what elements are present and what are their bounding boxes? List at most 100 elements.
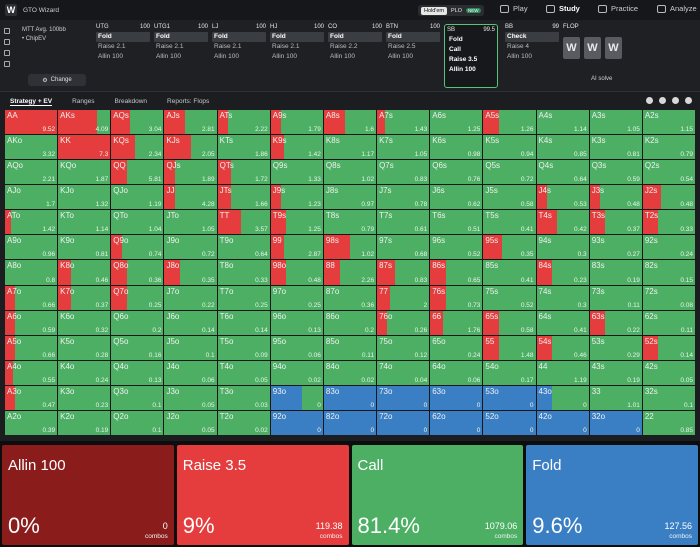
hand-cell[interactable]: T2s 0.33 (642, 210, 695, 235)
hand-cell[interactable]: T4s 0.42 (536, 210, 589, 235)
hand-cell[interactable]: K5s 0.94 (483, 135, 536, 160)
hand-cell[interactable]: 85o 0.11 (323, 335, 377, 360)
hand-cell[interactable]: 83s 0.19 (589, 260, 642, 285)
position-co[interactable]: CO 100 Fold Raise 2.2 Allin 100 (328, 24, 382, 88)
tab-reports-flops[interactable]: Reports: Flops (167, 98, 210, 105)
hand-cell[interactable]: K6s 0.98 (430, 135, 483, 160)
summary-allin[interactable]: Allin 100 0% 0 combos (2, 445, 174, 545)
ai-solve-button[interactable]: AI solve (591, 76, 612, 82)
action-option[interactable]: Allin 100 (214, 53, 239, 60)
hand-cell[interactable]: 99 2.87 (270, 235, 323, 260)
hand-cell[interactable]: JTo 1.05 (164, 210, 217, 235)
hand-cell[interactable]: 62o 0 (430, 410, 483, 435)
hand-cell[interactable]: K8s 1.17 (323, 135, 377, 160)
action-option[interactable]: Raise 3.5 (449, 56, 478, 63)
hand-cell[interactable]: K9o 0.81 (58, 235, 111, 260)
hand-cell[interactable]: 64s 0.41 (536, 310, 589, 335)
hand-cell[interactable]: 75s 0.52 (483, 285, 536, 310)
hand-cell[interactable]: Q5s 0.72 (483, 160, 536, 185)
hand-cell[interactable]: 74s 0.3 (536, 285, 589, 310)
hand-cell[interactable]: K4o 0.24 (58, 360, 111, 385)
logo[interactable]: W (5, 4, 17, 16)
action-option[interactable]: Allin 100 (330, 53, 355, 60)
tab-strategy-ev[interactable]: Strategy + EV (10, 97, 53, 106)
hand-cell[interactable]: A5o 0.66 (5, 335, 58, 360)
hand-cell[interactable]: 64o 0.06 (430, 360, 483, 385)
action-option[interactable]: Fold (270, 32, 324, 42)
action-option[interactable]: Allin 100 (449, 66, 476, 73)
hand-cell[interactable]: T7s 0.61 (377, 210, 430, 235)
action-option[interactable]: Raise 2.5 (388, 43, 416, 50)
hand-cell[interactable]: J7s 0.78 (377, 185, 430, 210)
hand-cell[interactable]: J5o 0.1 (164, 335, 217, 360)
hand-cell[interactable]: 72o 0 (377, 410, 430, 435)
hand-cell[interactable]: A9o 0.96 (5, 235, 58, 260)
hand-cell[interactable]: 97s 0.68 (377, 235, 430, 260)
hand-cell[interactable]: T9o 0.64 (217, 235, 270, 260)
hand-cell[interactable]: K3s 0.81 (589, 135, 642, 160)
action-option[interactable]: Raise 2.1 (214, 43, 242, 50)
hand-cell[interactable]: 96o 0.13 (270, 310, 323, 335)
hand-cell[interactable]: 62s 0.11 (642, 310, 695, 335)
hand-cell[interactable]: 33 1.01 (589, 385, 642, 410)
position-utg[interactable]: UTG 100 Fold Raise 2.1 Allin 100 (96, 24, 150, 88)
hand-cell[interactable]: Q2s 0.54 (642, 160, 695, 185)
hand-cell[interactable]: A8o 0.8 (5, 260, 58, 285)
hand-cell[interactable]: 66 1.76 (430, 310, 483, 335)
change-button[interactable]: ⚙ Change (28, 74, 86, 86)
action-option[interactable]: Fold (212, 32, 266, 42)
hand-cell[interactable]: J6o 0.14 (164, 310, 217, 335)
hand-cell[interactable]: ATo 1.42 (5, 210, 58, 235)
hand-cell[interactable]: T5o 0.09 (217, 335, 270, 360)
action-option[interactable]: Allin 100 (507, 53, 532, 60)
hand-cell[interactable]: K4s 0.85 (536, 135, 589, 160)
hand-cell[interactable]: J2s 0.48 (642, 185, 695, 210)
hand-cell[interactable]: 75o 0.12 (377, 335, 430, 360)
hand-cell[interactable]: 95o 0.06 (270, 335, 323, 360)
hand-cell[interactable]: A6o 0.59 (5, 310, 58, 335)
action-option[interactable]: Allin 100 (156, 53, 181, 60)
hand-cell[interactable]: 84s 0.23 (536, 260, 589, 285)
hand-cell[interactable]: T6o 0.14 (217, 310, 270, 335)
action-option[interactable]: Raise 2.1 (272, 43, 300, 50)
hand-cell[interactable]: 82s 0.15 (642, 260, 695, 285)
hand-cell[interactable]: A3s 1.05 (589, 110, 642, 135)
hand-cell[interactable]: 65s 0.58 (483, 310, 536, 335)
hand-cell[interactable]: T3o 0.03 (217, 385, 270, 410)
hand-cell[interactable]: AJo 1.7 (5, 185, 58, 210)
tab-breakdown[interactable]: Breakdown (114, 98, 148, 105)
hand-cell[interactable]: Q4o 0.13 (111, 360, 164, 385)
position-utg1[interactable]: UTG1 100 Fold Raise 2.1 Allin 100 (154, 24, 208, 88)
hand-cell[interactable]: Q3o 0.1 (111, 385, 164, 410)
hand-cell[interactable]: 43o 0 (536, 385, 589, 410)
hand-cell[interactable]: J2o 0.05 (164, 410, 217, 435)
hand-cell[interactable]: Q7o 0.25 (111, 285, 164, 310)
hand-cell[interactable]: T9s 1.25 (270, 210, 323, 235)
hand-cell[interactable]: Q5o 0.16 (111, 335, 164, 360)
hand-cell[interactable]: 86o 0.2 (323, 310, 377, 335)
hand-cell[interactable]: Q9s 1.33 (270, 160, 323, 185)
hand-cell[interactable]: 84o 0.02 (323, 360, 377, 385)
hand-cell[interactable]: 93s 0.27 (589, 235, 642, 260)
hand-cell[interactable]: K6o 0.32 (58, 310, 111, 335)
action-option[interactable]: Fold (386, 32, 440, 42)
hand-cell[interactable]: 42o 0 (536, 410, 589, 435)
hand-cell[interactable]: JJ 4.28 (164, 185, 217, 210)
hand-cell[interactable]: ATs 2.22 (217, 110, 270, 135)
nav-practice[interactable]: Practice (598, 4, 638, 13)
position-hj[interactable]: HJ 100 Fold Raise 2.1 Allin 100 (270, 24, 324, 88)
hand-cell[interactable]: K3o 0.23 (58, 385, 111, 410)
hand-cell[interactable]: AQs 3.04 (111, 110, 164, 135)
hand-cell[interactable]: TT 3.57 (217, 210, 270, 235)
hand-cell[interactable]: KQs 2.34 (111, 135, 164, 160)
hand-cell[interactable]: J8s 0.97 (323, 185, 377, 210)
hand-cell[interactable]: 87o 0.36 (323, 285, 377, 310)
hand-cell[interactable]: QTs 1.72 (217, 160, 270, 185)
hand-cell[interactable]: T6s 0.51 (430, 210, 483, 235)
summary-fold[interactable]: Fold 9.6% 127.56 combos (526, 445, 698, 545)
history-icon[interactable] (4, 39, 10, 45)
view-icon[interactable] (646, 97, 653, 104)
hand-cell[interactable]: K2o 0.19 (58, 410, 111, 435)
hand-cell[interactable]: KTo 1.14 (58, 210, 111, 235)
hand-cell[interactable]: Q6s 0.76 (430, 160, 483, 185)
